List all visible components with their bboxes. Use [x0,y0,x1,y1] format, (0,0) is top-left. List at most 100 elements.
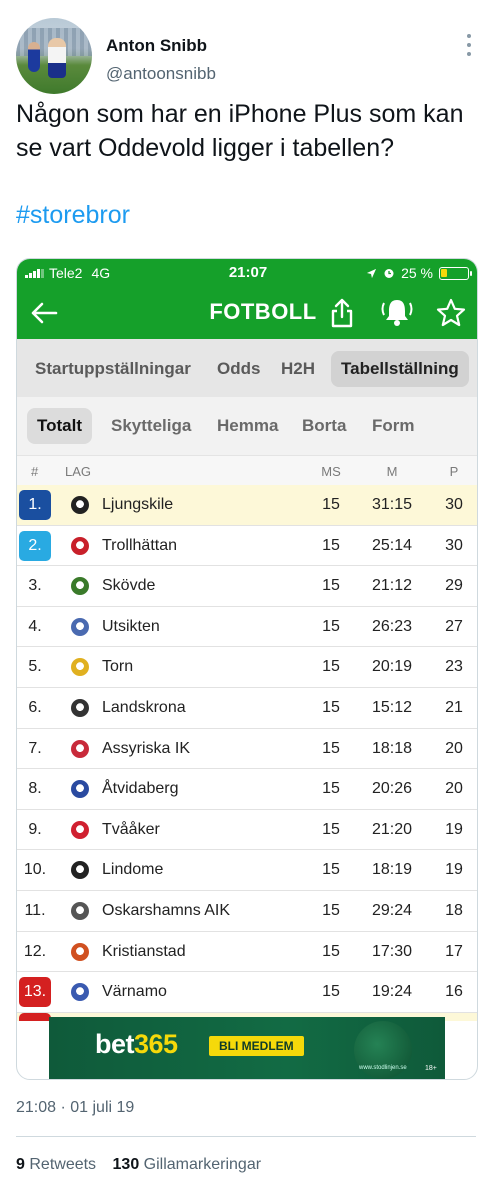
ad-cta-button[interactable]: BLI MEDLEM [209,1036,304,1056]
tab-startuppstallningar[interactable]: Startuppställningar [35,359,191,378]
row-position: 9. [28,820,42,838]
row-position: 6. [28,698,42,716]
row-team: Landskrona [102,698,186,716]
tab-tabellstallning[interactable]: Tabellställning [331,351,469,387]
table-row[interactable]: 2. Trollhättan 15 25:14 30 [17,525,477,567]
row-points: 29 [445,577,463,595]
ad-banner[interactable]: bet365 BLI MEDLEM www.stodlinjen.se 18+ [49,1017,445,1079]
tab-form[interactable]: Form [372,416,415,435]
tab-hemma[interactable]: Hemma [217,416,279,435]
row-ms: 15 [322,942,340,960]
table-row[interactable]: 10. Lindome 15 18:19 19 [17,850,477,891]
row-ms: 15 [322,617,340,635]
row-points: 23 [445,658,463,676]
tweet-stats: 9 Retweets 130 Gillamarkeringar [16,1156,261,1174]
tweet-text: Någon som har en iPhone Plus som kan se … [16,100,464,162]
app-title: FOTBOLL [209,299,317,324]
table-row[interactable]: 3. Skövde 15 21:12 29 [17,566,477,607]
phone-status-bar: Tele2 4G 21:07 25 % [17,259,477,287]
team-logo-icon [71,698,89,717]
row-ms: 15 [322,577,340,595]
favorite-star-icon[interactable] [435,297,467,329]
table-row[interactable]: 7. Assyriska IK 15 18:18 20 [17,728,477,770]
row-points: 16 [445,983,463,1001]
row-goals: 21:20 [371,820,413,838]
header-pos: # [31,464,39,479]
table-row[interactable]: 13. Värnamo 15 19:24 16 [17,972,477,1013]
row-ms: 15 [322,536,340,554]
tab-totalt[interactable]: Totalt [27,408,93,444]
tweet-header: Anton Snibb @antoonsnibb [16,18,476,98]
tab-odds[interactable]: Odds [217,359,261,378]
row-goals: 18:18 [371,739,413,757]
tweet-timestamp[interactable]: 21:08 · 01 juli 19 [16,1099,135,1116]
author-name[interactable]: Anton Snibb [106,36,208,55]
row-position: 7. [28,739,42,757]
row-goals: 19:24 [371,983,413,1001]
row-team: Lindome [102,861,164,879]
row-goals: 25:14 [371,536,413,554]
team-logo-icon [71,780,89,799]
tab-skytteliga[interactable]: Skytteliga [111,416,192,435]
table-row[interactable]: 6. Landskrona 15 15:12 21 [17,687,477,729]
table-row[interactable]: 9. Tvååker 15 21:20 19 [17,809,477,851]
header-ms: MS [321,464,341,479]
row-goals: 31:15 [371,496,413,513]
avatar[interactable] [16,18,92,94]
team-logo-icon [71,658,89,677]
location-icon [366,268,377,278]
row-position: 12. [23,942,47,960]
table-row[interactable]: 4. Utsikten 15 26:23 27 [17,606,477,648]
row-ms: 15 [322,820,340,838]
table-row[interactable]: 1. Ljungskile 15 31:15 30 [17,485,477,526]
row-goals: 15:12 [371,698,413,716]
team-logo-icon [71,820,89,839]
header-team: LAG [65,464,92,479]
row-points: 19 [445,820,463,838]
row-ms: 15 [322,658,340,676]
tab-borta[interactable]: Borta [302,416,347,435]
table-row-partial [17,1012,477,1021]
table-row[interactable]: 5. Torn 15 20:19 23 [17,647,477,688]
network-label: 4G [91,265,111,281]
row-ms: 15 [322,780,340,798]
table-row[interactable]: 11. Oskarshamns AIK 15 29:24 18 [17,890,477,932]
primary-tabs: Startuppställningar Odds H2H Tabellställ… [17,339,477,397]
tab-h2h[interactable]: H2H [281,359,316,378]
table-row[interactable]: 8. Åtvidaberg 15 20:26 20 [17,769,477,810]
team-logo-icon [71,739,89,758]
table-header: # LAG MS M P [17,455,477,485]
alarm-icon [384,269,394,278]
retweets-link[interactable]: 9 Retweets [16,1156,97,1173]
hashtag-link[interactable]: #storebror [16,201,130,229]
row-team: Utsikten [102,617,160,635]
more-options-icon[interactable] [466,34,472,56]
team-logo-icon [71,983,89,1002]
row-position: 8. [28,780,42,798]
team-logo-icon [71,536,89,555]
likes-link[interactable]: 130 Gillamarkeringar [112,1156,262,1173]
share-icon[interactable] [329,297,355,329]
row-position: 5. [28,658,42,676]
back-arrow-icon[interactable] [29,299,59,327]
row-team: Torn [102,658,134,676]
row-points: 21 [445,698,463,716]
team-logo-icon [71,901,89,920]
status-time: 21:07 [228,264,268,281]
notification-bell-icon[interactable] [379,295,415,329]
tweet-media-screenshot[interactable]: Tele2 4G 21:07 25 % FOTBOLL Startuppstäl… [16,258,478,1080]
row-goals: 20:19 [371,658,413,676]
table-row[interactable]: 12. Kristianstad 15 17:30 17 [17,931,477,973]
row-ms: 15 [322,983,340,1001]
row-points: 17 [445,942,463,960]
row-position: 3. [28,577,42,595]
battery-icon [439,266,472,280]
row-goals: 21:12 [371,577,413,595]
row-goals: 26:23 [371,617,413,635]
app-bar: FOTBOLL [17,287,477,339]
author-handle[interactable]: @antoonsnibb [106,64,216,83]
team-logo-icon [71,861,89,880]
row-ms: 15 [322,496,340,513]
row-points: 30 [445,496,463,513]
row-team: Trollhättan [102,536,177,554]
